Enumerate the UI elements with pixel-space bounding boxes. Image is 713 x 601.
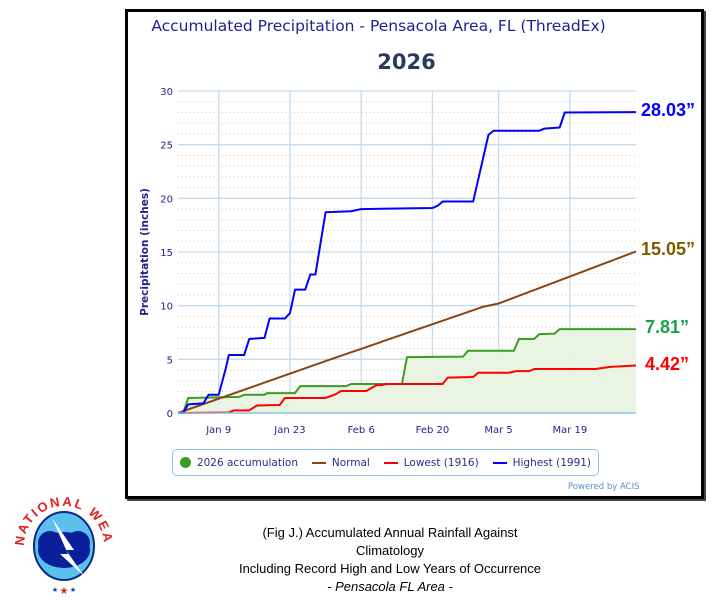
legend-label: 2026 accumulation	[196, 456, 298, 469]
caption-line-1: (Fig J.) Accumulated Annual Rainfall Aga…	[262, 525, 518, 558]
caption-line-2: Including Record High and Low Years of O…	[238, 561, 542, 576]
y-tick-label: 5	[167, 355, 173, 366]
legend-label: Normal	[331, 456, 370, 469]
nws-logo: NATIONAL WEATHER SERVICE ★ ★ ★	[12, 488, 114, 597]
caption-line-3: - Pensacola FL Area -	[327, 579, 453, 594]
legend-item-normal[interactable]: Normal	[311, 456, 370, 469]
y-tick-label: 10	[160, 302, 173, 313]
series-line-lowest-1916-	[177, 364, 637, 414]
y-tick-label: 25	[160, 141, 173, 152]
legend-item-lowest[interactable]: Lowest (1916)	[383, 456, 479, 469]
end-value-label: 4.42”	[645, 353, 690, 374]
series-line-highest-1991-	[178, 111, 637, 414]
x-tick-label: Feb 6	[348, 425, 375, 436]
series-line-normal	[177, 250, 637, 414]
legend-line-icon	[492, 461, 507, 464]
figure-caption: (Fig J.) Accumulated Annual Rainfall Aga…	[230, 524, 550, 596]
end-value-label: 7.81”	[645, 317, 690, 338]
y-tick-label: 30	[160, 87, 173, 98]
legend-line-icon	[311, 461, 326, 464]
end-value-label: 28.03”	[641, 100, 696, 121]
y-tick-label: 15	[160, 248, 173, 259]
x-tick-label: Mar 5	[484, 425, 512, 436]
legend: 2026 accumulation Normal Lowest (1916) H…	[172, 449, 599, 476]
legend-line-icon	[383, 461, 398, 464]
chart-title: Accumulated Precipitation - Pensacola Ar…	[151, 17, 606, 35]
legend-item-2026[interactable]: 2026 accumulation	[179, 456, 298, 469]
y-tick-label: 0	[167, 409, 173, 420]
end-value-label: 15.05”	[641, 239, 696, 260]
legend-dot-icon	[179, 457, 191, 468]
svg-text:★: ★	[60, 586, 69, 597]
x-tick-label: Mar 19	[552, 425, 587, 436]
svg-text:★: ★	[70, 586, 76, 594]
x-tick-label: Jan 23	[273, 425, 305, 436]
legend-label: Highest (1991)	[512, 456, 592, 469]
legend-item-highest[interactable]: Highest (1991)	[492, 456, 592, 469]
x-tick-label: Feb 20	[416, 425, 450, 436]
series-line-2026-accumulation	[178, 328, 636, 414]
legend-label: Lowest (1916)	[403, 456, 479, 469]
y-axis-label: Precipitation (inches)	[139, 188, 151, 316]
y-tick-label: 20	[160, 194, 173, 205]
series-fill-2026	[178, 329, 636, 413]
powered-by-acis-link[interactable]: Powered by ACIS	[568, 482, 640, 492]
chart-subtitle: 2026	[377, 50, 436, 74]
svg-text:★: ★	[52, 586, 58, 594]
x-tick-label: Jan 9	[205, 425, 231, 436]
